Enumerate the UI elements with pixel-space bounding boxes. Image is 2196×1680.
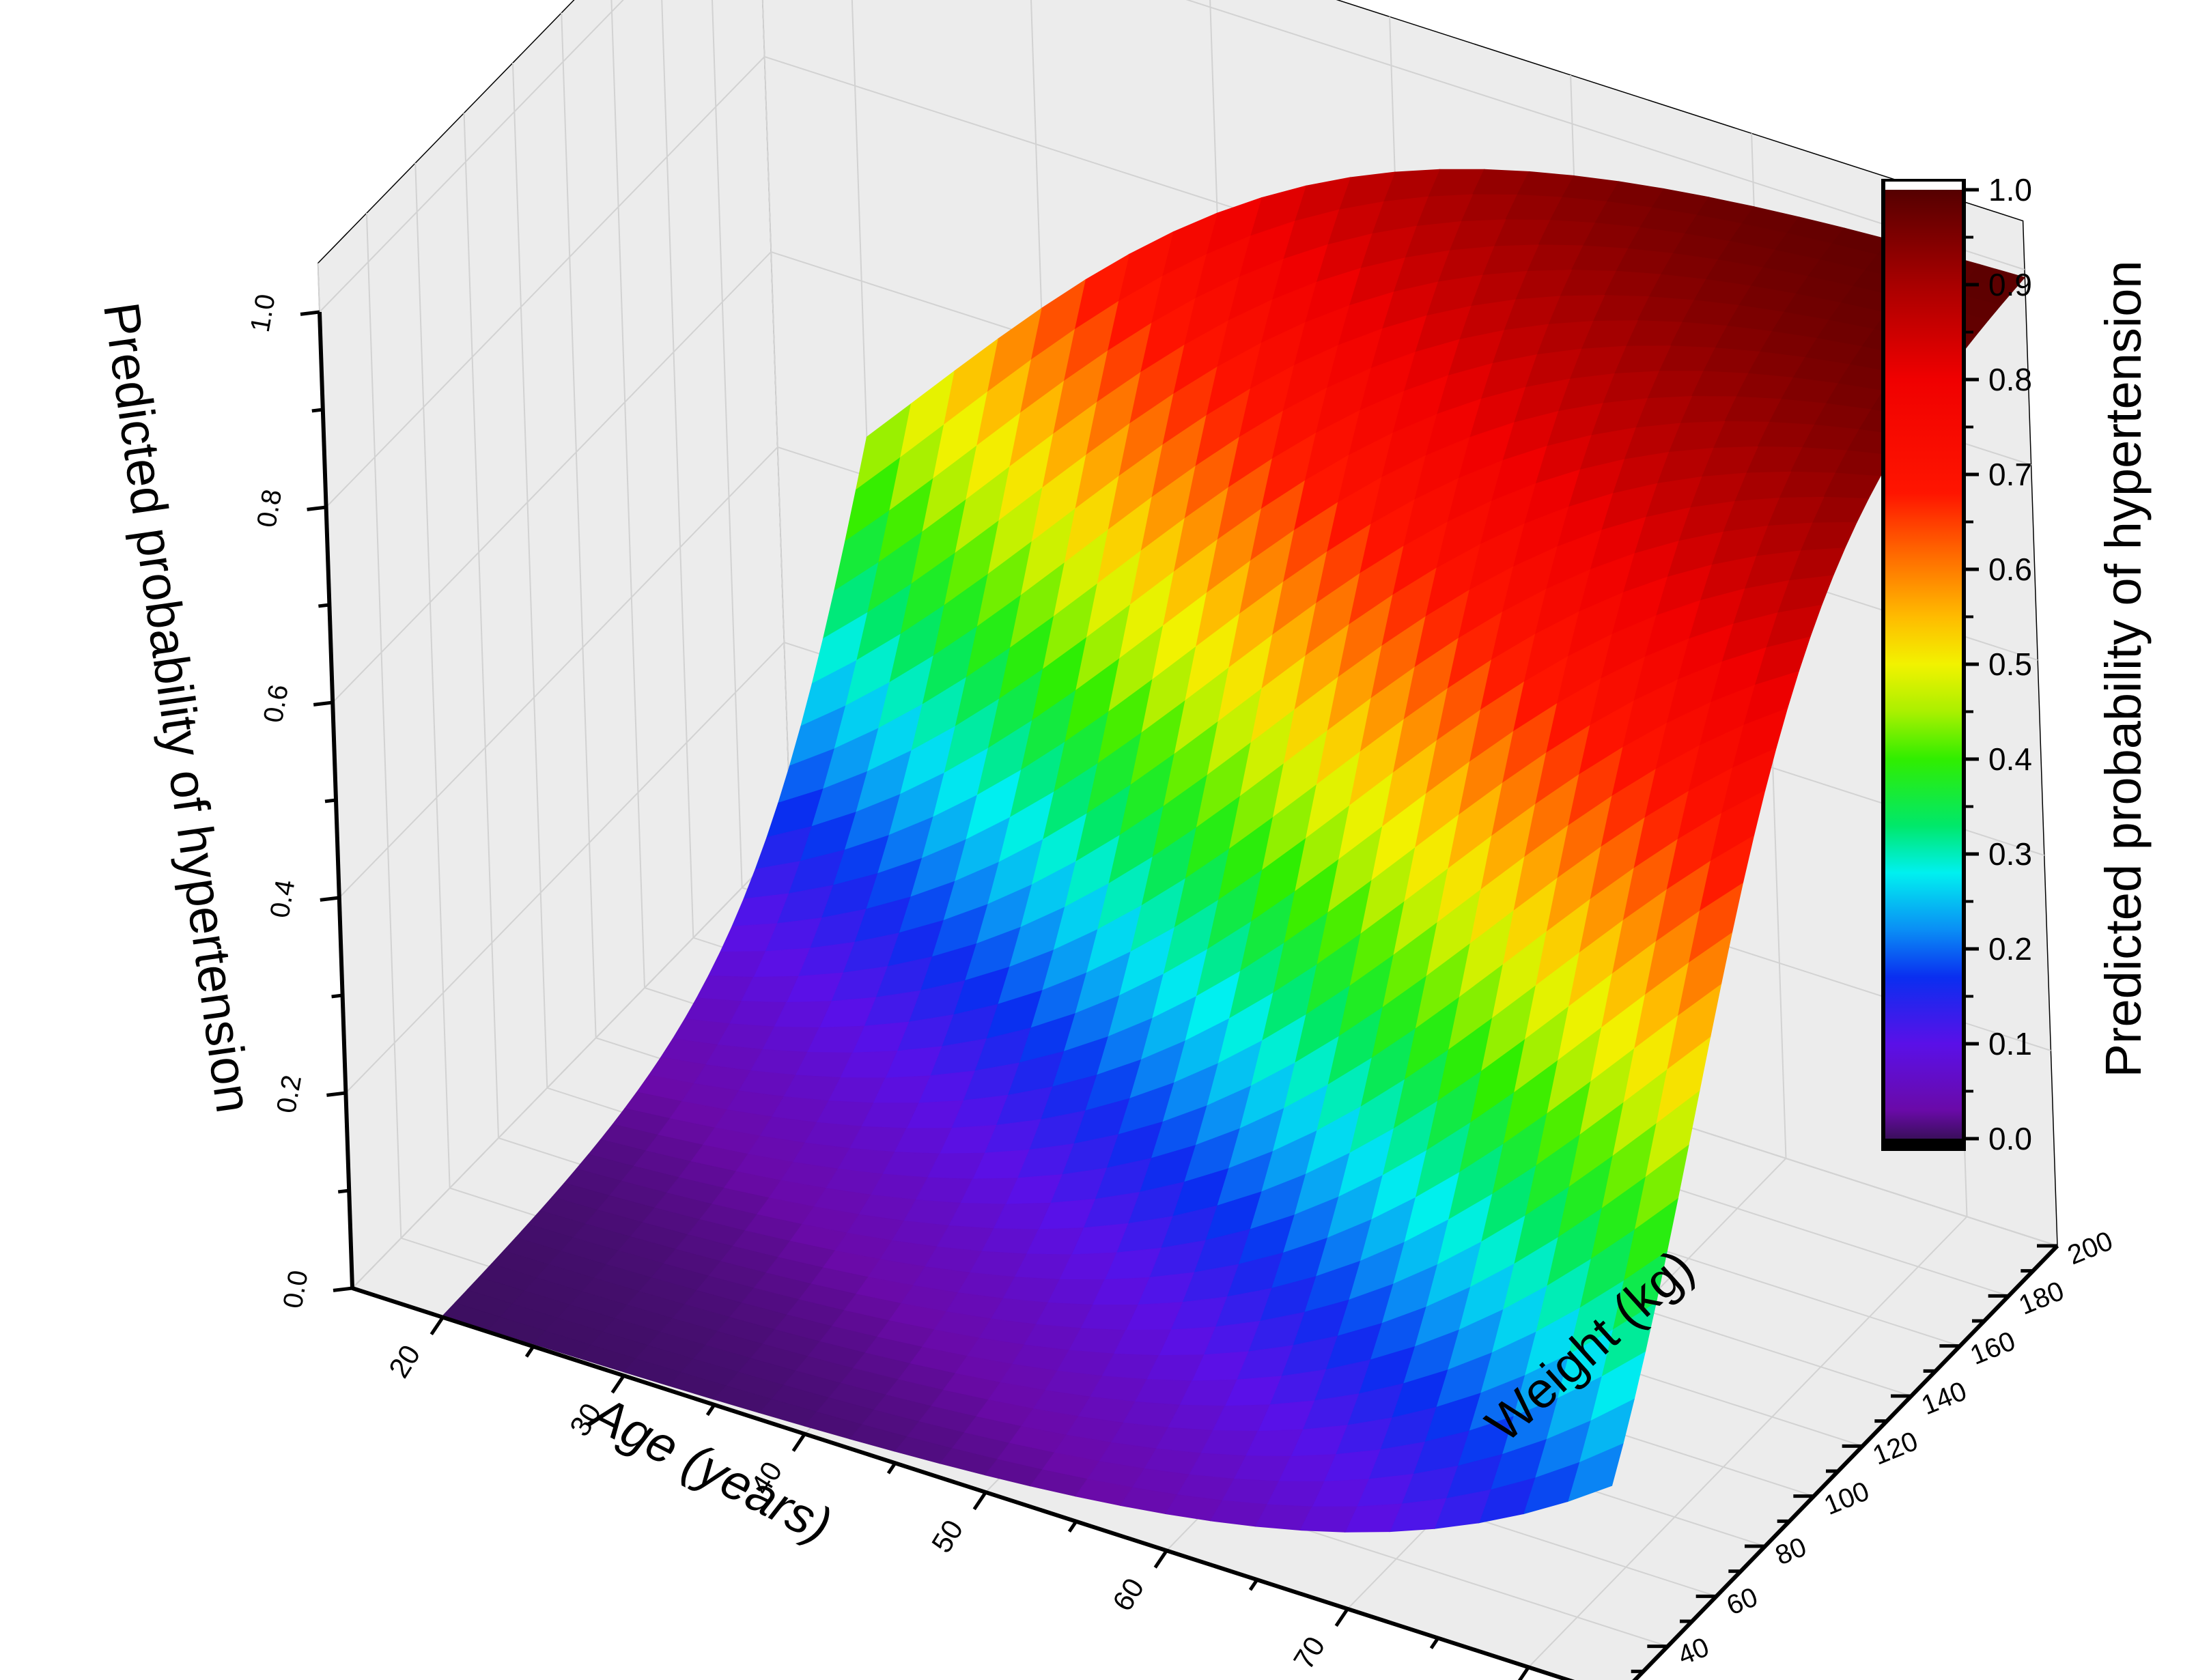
colorbar-tick-label: 0.6 <box>1988 552 2032 587</box>
probability-surface <box>442 169 2026 1533</box>
colorbar-fill <box>1885 190 1962 1139</box>
x-tick-label: 50 <box>925 1514 970 1558</box>
x-tick <box>1067 1520 1078 1533</box>
colorbar-tick-label: 1.0 <box>1988 172 2032 208</box>
colorbar-tick-label: 0.3 <box>1988 836 2032 872</box>
z-tick <box>318 603 330 608</box>
colorbar-tick-label: 0.8 <box>1988 362 2032 397</box>
z-tick <box>337 1188 350 1194</box>
y-tick-label: 200 <box>2064 1226 2117 1271</box>
z-tick <box>324 798 337 803</box>
z-tick-label: 0.6 <box>258 683 294 725</box>
y-tick-label: 60 <box>1723 1582 1762 1621</box>
z-tick <box>326 1091 346 1097</box>
y-tick-label: 40 <box>1674 1632 1713 1671</box>
y-tick-label: 80 <box>1771 1532 1811 1571</box>
colorbar-bottom-cap <box>1885 1139 1962 1147</box>
x-tick <box>1153 1550 1168 1569</box>
z-tick-label: 0.2 <box>271 1073 307 1115</box>
colorbar-tick-label: 0.2 <box>1988 931 2032 967</box>
z-tick <box>300 310 320 316</box>
gridline-z <box>319 0 2025 313</box>
z-tick-label: 0.8 <box>251 487 287 530</box>
colorbar-tick-label: 0.5 <box>1988 646 2032 682</box>
z-axis-title: Predicted probability of hypertension <box>93 299 263 1116</box>
x-tick <box>972 1491 987 1511</box>
x-tick <box>1248 1578 1259 1591</box>
x-tick <box>886 1462 897 1475</box>
z-tick-label: 0.4 <box>265 878 301 920</box>
x-tick-label: 70 <box>1287 1631 1332 1675</box>
x-tick <box>705 1404 716 1416</box>
colorbar-tick-label: 0.7 <box>1988 457 2032 492</box>
surface-facet <box>1299 1506 1357 1533</box>
x-tick <box>430 1316 445 1336</box>
colorbar-ticks: 0.0 0.1 0.2 0.3 0.4 0.5 0.6 0.7 0.8 0.9 1.0 <box>1964 172 2032 1156</box>
x-tick-label: 20 <box>382 1339 427 1384</box>
z-tick <box>313 700 333 707</box>
z-tick-label: 1.0 <box>245 292 281 334</box>
z-tick <box>307 505 326 511</box>
x-tick <box>1517 1666 1530 1680</box>
x-tick <box>524 1346 535 1358</box>
colorbar-tick-label: 0.9 <box>1988 267 2032 302</box>
x-tick-label: 60 <box>1106 1572 1151 1617</box>
z-tick <box>331 993 343 999</box>
colorbar-title: Predicted probability of hypertension <box>2095 260 2152 1077</box>
x-tick <box>791 1433 806 1452</box>
colorbar-top-cap <box>1885 182 1962 190</box>
z-tick-label: 0.0 <box>278 1268 314 1311</box>
colorbar-tick-label: 0.4 <box>1988 741 2032 777</box>
z-tick <box>311 408 324 413</box>
z-tick <box>333 1286 353 1292</box>
x-tick <box>1334 1608 1349 1627</box>
colorbar: 0.0 0.1 0.2 0.3 0.4 0.5 0.6 0.7 0.8 0.9 1.0 Predic… <box>1881 172 2152 1156</box>
colorbar-tick-label: 0.0 <box>1988 1121 2032 1156</box>
x-tick <box>610 1374 625 1394</box>
axes <box>300 310 2059 1680</box>
z-tick <box>320 896 340 902</box>
colorbar-tick-label: 0.1 <box>1988 1026 2032 1062</box>
x-tick <box>1429 1637 1440 1649</box>
